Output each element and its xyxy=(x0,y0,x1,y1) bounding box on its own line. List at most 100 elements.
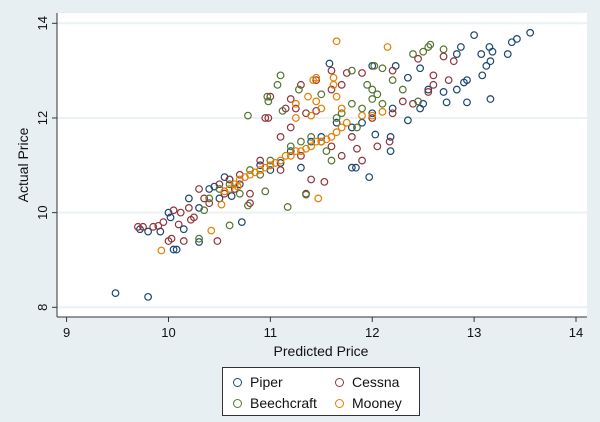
circle-marker-icon xyxy=(335,398,344,408)
point-beechcraft xyxy=(244,201,252,210)
point-mooney xyxy=(322,135,331,144)
point-beechcraft xyxy=(297,137,305,146)
point-mooney xyxy=(332,92,341,101)
point-mooney xyxy=(217,200,226,209)
point-mooney xyxy=(220,187,229,196)
point-mooney xyxy=(261,163,270,172)
x-tick-label: 10 xyxy=(161,325,175,340)
gridlines xyxy=(57,22,587,309)
point-cessna xyxy=(449,57,458,66)
point-piper xyxy=(332,118,341,127)
point-piper xyxy=(172,245,181,254)
point-beechcraft xyxy=(225,180,234,189)
point-cessna xyxy=(297,80,305,89)
point-cessna xyxy=(327,85,336,94)
point-piper xyxy=(179,225,188,234)
point-piper xyxy=(424,85,433,94)
point-piper xyxy=(470,31,479,40)
circle-marker-icon xyxy=(335,377,344,387)
point-piper xyxy=(365,173,374,182)
x-tick-label: 12 xyxy=(365,325,379,340)
legend-label: Piper xyxy=(250,374,283,390)
legend-item-piper: Piper xyxy=(233,374,283,390)
point-piper xyxy=(456,43,465,51)
point-mooney xyxy=(271,159,280,167)
point-beechcraft xyxy=(317,90,326,99)
point-mooney xyxy=(312,137,321,146)
point-cessna xyxy=(174,220,183,229)
point-piper xyxy=(144,227,153,236)
point-beechcraft xyxy=(195,234,203,243)
point-cessna xyxy=(220,189,229,198)
point-piper xyxy=(488,47,497,56)
point-beechcraft xyxy=(424,43,433,51)
point-cessna xyxy=(176,208,185,217)
point-cessna xyxy=(225,175,234,184)
point-piper xyxy=(144,292,153,301)
point-cessna xyxy=(154,221,163,230)
point-piper xyxy=(386,132,395,141)
point-mooney xyxy=(207,226,216,235)
point-mooney xyxy=(368,111,377,120)
point-mooney xyxy=(312,97,321,106)
point-cessna xyxy=(215,180,224,189)
point-mooney xyxy=(378,107,387,116)
point-beechcraft xyxy=(409,50,417,58)
point-cessna xyxy=(261,114,270,122)
point-mooney xyxy=(233,182,242,191)
point-cessna xyxy=(167,234,176,243)
point-cessna xyxy=(186,215,195,224)
point-beechcraft xyxy=(283,203,292,211)
point-cessna xyxy=(139,222,147,231)
point-cessna xyxy=(169,206,178,215)
point-mooney xyxy=(157,246,166,255)
point-cessna xyxy=(347,132,356,141)
point-cessna xyxy=(276,166,285,174)
x-ticks: 9 10 11 12 13 14 xyxy=(63,317,583,340)
y-tick-label: 14 xyxy=(35,16,50,30)
point-mooney xyxy=(291,99,300,108)
point-piper xyxy=(503,50,512,58)
point-beechcraft xyxy=(200,206,209,215)
point-piper xyxy=(352,163,360,172)
point-beechcraft xyxy=(373,90,382,99)
y-tick-label: 10 xyxy=(35,205,50,219)
point-beechcraft xyxy=(235,189,244,198)
point-beechcraft xyxy=(276,71,285,80)
x-tick-label: 11 xyxy=(264,325,278,340)
point-beechcraft xyxy=(332,114,341,122)
point-mooney xyxy=(358,111,366,120)
point-beechcraft xyxy=(307,132,316,141)
point-piper xyxy=(482,62,491,70)
point-cessna xyxy=(149,222,158,231)
point-piper xyxy=(403,116,412,125)
point-cessna xyxy=(286,95,295,103)
point-beechcraft xyxy=(378,99,387,108)
point-cessna xyxy=(368,114,377,122)
point-piper xyxy=(442,98,451,107)
point-beechcraft xyxy=(347,99,356,108)
point-cessna xyxy=(327,66,336,75)
legend-label: Cessna xyxy=(352,374,400,390)
point-piper xyxy=(478,71,487,80)
point-piper xyxy=(460,78,468,87)
point-cessna xyxy=(264,114,273,122)
point-cessna xyxy=(424,88,433,96)
point-piper xyxy=(507,38,516,47)
point-piper xyxy=(463,98,471,107)
point-cessna xyxy=(388,66,397,75)
point-piper xyxy=(452,85,461,94)
point-mooney xyxy=(329,80,338,89)
point-beechcraft xyxy=(327,156,336,165)
point-piper xyxy=(477,50,486,58)
point-cessna xyxy=(337,80,346,89)
point-cessna xyxy=(373,142,382,151)
point-cessna xyxy=(414,54,422,63)
point-beechcraft xyxy=(263,92,272,101)
point-beechcraft xyxy=(414,97,422,106)
point-piper xyxy=(227,192,236,200)
point-beechcraft xyxy=(264,97,273,106)
point-piper xyxy=(452,50,461,58)
point-piper xyxy=(111,289,120,298)
